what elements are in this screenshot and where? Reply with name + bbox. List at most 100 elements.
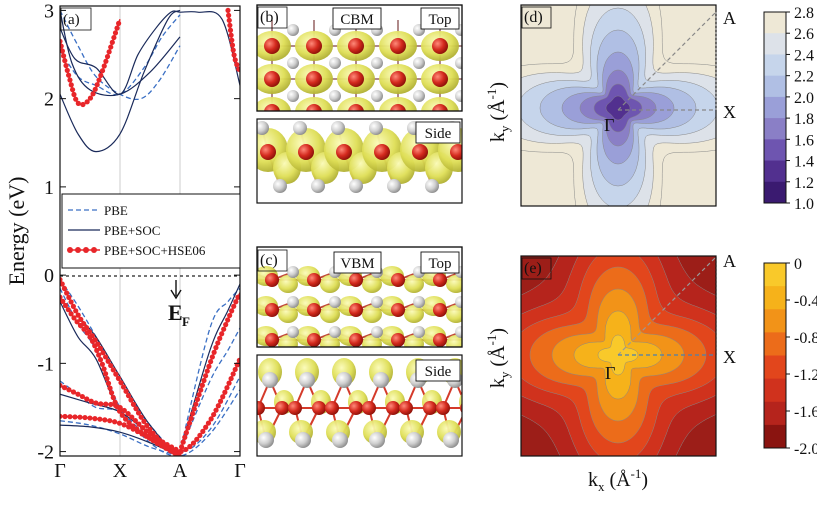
hse-marker — [110, 367, 116, 373]
atom-light — [371, 90, 383, 102]
atom-red — [306, 104, 322, 111]
hse-marker — [196, 392, 202, 398]
hse-marker — [231, 303, 237, 309]
hse-marker — [147, 431, 153, 437]
charge-lobe — [320, 275, 340, 293]
atom-light — [299, 372, 315, 388]
hse-marker — [230, 47, 236, 53]
colorbar-tick-label: 2.8 — [794, 5, 814, 22]
hse-marker — [60, 281, 65, 287]
colorbar-swatch — [764, 33, 786, 55]
atom-light — [257, 121, 269, 135]
hse-marker — [123, 388, 129, 394]
hse-marker — [99, 361, 105, 367]
colorbar-swatch — [764, 332, 786, 356]
hse-marker — [143, 428, 149, 434]
vbm-point-gamma: Γ — [605, 363, 615, 383]
cbm-kpath-lines — [617, 11, 717, 111]
colorbar-tick-label: 1.6 — [794, 132, 814, 149]
atom-light — [273, 179, 287, 193]
hse-marker — [209, 354, 215, 360]
hse-marker — [82, 414, 88, 421]
atom-red — [288, 401, 302, 415]
colorbar-swatch — [764, 309, 786, 333]
hse-marker — [126, 424, 132, 430]
hse-marker — [236, 357, 240, 363]
atom-light — [455, 296, 462, 308]
atom-red — [423, 401, 437, 415]
hse-marker — [138, 414, 144, 420]
hse-marker — [112, 419, 118, 425]
atom-red — [349, 273, 363, 287]
hse-marker — [108, 401, 114, 408]
vbm-charge-density-panel: (c) VBM Top Side — [256, 246, 463, 457]
hse-marker — [92, 86, 98, 92]
hse-marker — [118, 380, 124, 386]
atom-light — [413, 90, 425, 102]
hse-marker — [100, 350, 106, 356]
atom-light — [329, 90, 341, 102]
atom-light — [293, 121, 307, 135]
hse-marker — [108, 362, 114, 369]
charge-lobe — [362, 305, 382, 323]
hse-marker — [60, 48, 65, 54]
atom-red — [412, 144, 428, 160]
hse-marker — [121, 407, 127, 414]
cbm-top-label-box — [420, 7, 460, 30]
hse-marker — [84, 396, 90, 402]
legend-label: PBE — [104, 203, 128, 218]
energy-tick-label: -1 — [37, 353, 54, 375]
atom-light — [245, 24, 257, 36]
vbm-ky-axis-title: ky (Å-1) — [484, 328, 512, 388]
hse-marker — [183, 430, 189, 436]
hse-marker — [185, 425, 191, 431]
hse-marker — [219, 331, 225, 337]
atom-red — [348, 104, 364, 111]
atom-red — [306, 38, 322, 54]
charge-lobe — [278, 275, 298, 293]
hse-marker — [60, 382, 63, 389]
hse-marker — [119, 412, 125, 418]
panel-b-label-box — [257, 6, 288, 29]
hse-marker — [229, 37, 235, 43]
hse-marker — [102, 371, 109, 377]
atom-light — [413, 296, 425, 308]
atom-red — [391, 333, 405, 347]
energy-axis-title: Energy (eV) — [4, 177, 29, 286]
atom-red — [306, 71, 322, 87]
colorbar-swatch — [764, 75, 786, 98]
hse-marker — [73, 96, 79, 102]
atom-red — [298, 144, 314, 160]
hse-marker — [103, 58, 109, 64]
colorbar-frame — [763, 11, 787, 204]
hse-marker — [122, 416, 129, 422]
hse-marker — [75, 391, 81, 397]
hse-marker — [193, 401, 199, 407]
hse-marker — [74, 319, 80, 325]
atom-red — [349, 333, 363, 347]
cbm-point-X: X — [723, 102, 736, 122]
hse-marker — [79, 393, 85, 400]
atom-light — [245, 123, 257, 135]
hse-marker — [183, 446, 189, 453]
vbm-kpath-lines — [617, 256, 717, 356]
hse-marker — [117, 404, 123, 411]
atom-red — [307, 303, 321, 317]
charge-lobe — [404, 305, 424, 323]
hse-marker — [101, 366, 107, 372]
hse-marker — [67, 414, 73, 420]
hse-marker — [233, 299, 239, 305]
hse-marker — [60, 298, 66, 304]
fermi-label: E — [168, 300, 183, 325]
hse-marker — [115, 375, 122, 381]
colorbar-swatch — [764, 355, 786, 380]
energy-tick-label: 3 — [44, 0, 54, 22]
hse-marker — [188, 415, 194, 422]
atom-red — [349, 401, 363, 415]
charge-lobe — [446, 275, 462, 293]
atom-red — [349, 303, 363, 317]
hse-marker — [135, 428, 141, 435]
hse-marker — [97, 357, 104, 363]
hse-marker — [191, 406, 197, 412]
energy-tick-label: 2 — [44, 89, 54, 111]
